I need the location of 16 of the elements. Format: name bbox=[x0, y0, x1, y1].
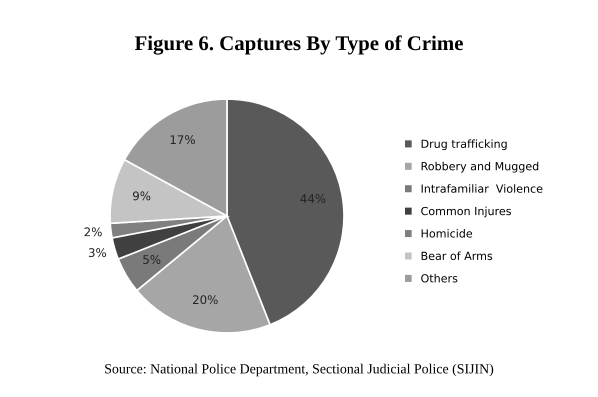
chart-title: Figure 6. Captures By Type of Crime bbox=[134, 35, 463, 55]
legend-label: Others bbox=[421, 274, 458, 282]
legend-label: Robbery and Mugged bbox=[422, 162, 538, 173]
data-label: 3% bbox=[88, 248, 106, 258]
legend-label: Drug trafficking bbox=[422, 139, 507, 150]
legend-label: Common Injures bbox=[421, 206, 511, 218]
data-label: 9% bbox=[132, 191, 150, 200]
source-note: Source: National Police Department, Sectional Judicial Police (SIJIN) bbox=[105, 364, 494, 376]
data-label: 5% bbox=[143, 255, 160, 264]
data-label: 44% bbox=[300, 194, 326, 204]
legend-label: Bear of Arms bbox=[422, 251, 492, 260]
legend-label: Homicide bbox=[422, 229, 472, 238]
data-label: 2% bbox=[84, 227, 102, 236]
data-label: 20% bbox=[192, 295, 218, 304]
legend-label: Intrafamiliar Violence bbox=[422, 184, 542, 193]
data-label: 17% bbox=[170, 135, 195, 144]
